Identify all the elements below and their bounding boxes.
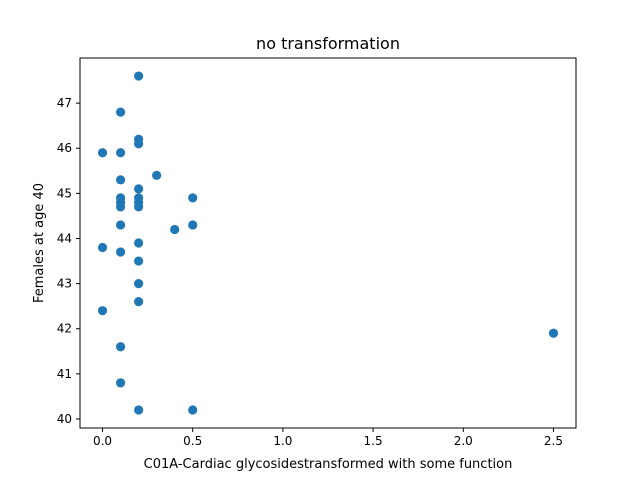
scatter-point (134, 202, 144, 212)
scatter-point (134, 297, 144, 307)
scatter-point (134, 71, 144, 81)
scatter-point (115, 175, 126, 185)
scatter-point (97, 242, 108, 253)
y-axis-label: Females at age 40 (32, 183, 47, 303)
x-axis-ticks: 0.0 0.5 1.0 1.5 2.0 2.5 (93, 428, 563, 448)
y-tick-label: 44 (57, 231, 72, 245)
y-axis-ticks: 40 41 42 43 44 45 46 47 (57, 96, 80, 426)
scatter-point (97, 306, 108, 316)
y-tick-label: 43 (57, 277, 72, 291)
scatter-point (115, 202, 126, 212)
scatter-point (188, 405, 198, 415)
y-tick-label: 45 (57, 186, 72, 200)
scatter-point (134, 184, 144, 194)
x-tick-label: 0.0 (93, 434, 112, 448)
scatter-point (115, 247, 126, 257)
y-tick-label: 42 (57, 322, 72, 336)
scatter-point (115, 378, 126, 388)
y-tick-label: 46 (57, 141, 72, 155)
scatter-point (115, 342, 126, 352)
chart-title: no transformation (256, 34, 400, 53)
x-tick-label: 1.0 (273, 434, 292, 448)
scatter-point (115, 148, 126, 158)
scatter-point (115, 220, 126, 230)
scatter-point (188, 220, 198, 230)
plot-area-frame (79, 57, 577, 429)
scatter-point (548, 328, 559, 338)
x-tick-label: 0.5 (183, 434, 202, 448)
y-tick-label: 47 (57, 96, 72, 110)
scatter-point (115, 107, 126, 117)
y-tick-label: 40 (57, 412, 72, 426)
x-tick-label: 2.0 (454, 434, 473, 448)
scatter-point (134, 139, 144, 149)
x-tick-label: 1.5 (364, 434, 383, 448)
scatter-point (97, 148, 108, 158)
scatter-point (170, 224, 180, 235)
scatter-point (188, 193, 198, 203)
x-tick-label: 2.5 (544, 434, 563, 448)
scatter-point (134, 256, 144, 266)
scatter-point (134, 405, 144, 415)
scatter-point (134, 279, 144, 289)
x-axis-label: C01A-Cardiac glycosidestransformed with … (144, 457, 513, 472)
y-tick-label: 41 (57, 367, 72, 381)
scatter-point (134, 238, 144, 248)
scatter-point (152, 170, 162, 180)
points-layer (97, 71, 559, 415)
